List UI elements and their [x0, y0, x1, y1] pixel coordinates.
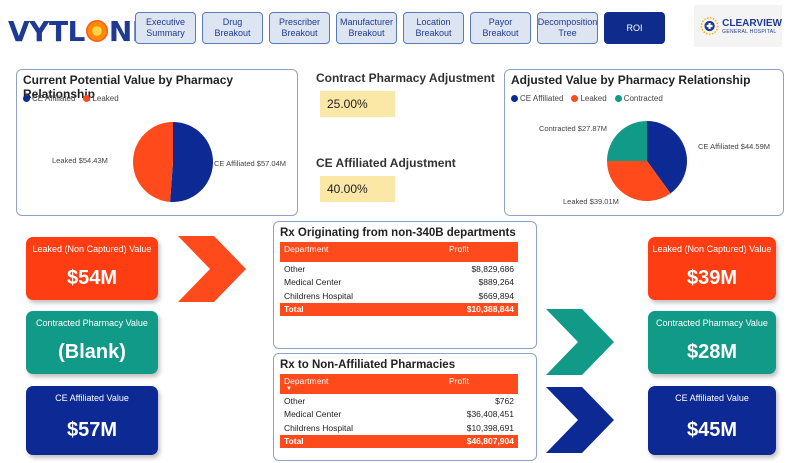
- header-profit[interactable]: Profit: [449, 244, 469, 254]
- table-title: Rx to Non-Affiliated Pharmacies: [280, 359, 456, 371]
- kpi-value: $45M: [686, 419, 738, 441]
- nav-location-breakout[interactable]: Location Breakout: [403, 12, 464, 44]
- kpi-title: Leaked (Non Captured) Value: [652, 244, 772, 254]
- kpi-value: $54M: [66, 267, 118, 289]
- table-title: Rx Originating from non-340B departments: [280, 227, 516, 239]
- table-row[interactable]: Childrens Hospital $10,398,691: [284, 422, 514, 433]
- hospital-sub: GENERAL HOSPITAL: [722, 28, 777, 35]
- pie-slice-ce-affiliated[interactable]: [170, 122, 214, 202]
- kpi-value: $57M: [66, 419, 118, 441]
- table-row[interactable]: Other $762: [284, 395, 514, 406]
- non-340b-departments-panel: Rx Originating from non-340B departments…: [273, 221, 537, 349]
- table-row[interactable]: Medical Center $36,408,451: [284, 409, 514, 420]
- table-total-row: Total $10,388,844: [280, 302, 518, 316]
- legend-item-contracted[interactable]: Contracted: [614, 94, 663, 103]
- non-affiliated-table: Department Profit ▼ Other $762 Medical Ce…: [280, 374, 518, 448]
- vytlone-logo: VYTL NE: [8, 14, 151, 48]
- adjusted-value-panel: Adjusted Value by Pharmacy Relationship …: [504, 69, 784, 216]
- adjusted-value-legend: CE Affiliated Leaked Contracted: [511, 94, 663, 103]
- teal-chevron-icon: [546, 309, 614, 375]
- right-affiliated-card[interactable]: CE Affiliated Value $45M: [648, 386, 776, 455]
- left-affiliated-card[interactable]: CE Affiliated Value $57M: [26, 386, 158, 455]
- nav-manufacturer-breakout[interactable]: Manufacturer Breakout: [336, 12, 397, 44]
- kpi-value: $28M: [686, 341, 738, 363]
- pie-slice-contracted[interactable]: [607, 121, 647, 162]
- left-contracted-card[interactable]: Contracted Pharmacy Value (Blank): [26, 311, 158, 374]
- contract-adjustment-value[interactable]: 25.00%: [320, 91, 395, 117]
- current-value-pie[interactable]: [17, 70, 299, 217]
- table-total-row: Total $46,807,904: [280, 434, 518, 448]
- ce-adjustment-label: CE Affiliated Adjustment: [316, 156, 456, 170]
- hospital-name: CLEARVIEW: [722, 17, 782, 29]
- kpi-title: Contracted Pharmacy Value: [656, 318, 768, 328]
- right-leaked-card[interactable]: Leaked (Non Captured) Value $39M: [648, 237, 776, 300]
- pie-label-leaked: Leaked $54.43M: [52, 156, 108, 165]
- kpi-title: Leaked (Non Captured) Value: [32, 244, 152, 254]
- legend-item-leaked[interactable]: Leaked: [83, 94, 119, 103]
- pie-slice-leaked[interactable]: [607, 161, 671, 202]
- header-department[interactable]: Department: [284, 376, 329, 386]
- table-header: Department Profit ▼: [280, 374, 518, 394]
- legend-item-ce-affiliated[interactable]: CE Affiliated: [23, 94, 75, 103]
- table-header: Department Profit: [280, 242, 518, 262]
- left-leaked-card[interactable]: Leaked (Non Captured) Value $54M: [26, 237, 158, 300]
- sort-desc-icon[interactable]: ▼: [286, 386, 292, 392]
- pie-slice-ce-affiliated[interactable]: [647, 121, 687, 194]
- current-value-panel: Current Potential Value by Pharmacy Rela…: [16, 69, 298, 216]
- ce-adjustment-value[interactable]: 40.00%: [320, 176, 395, 202]
- sun-icon: [85, 20, 108, 42]
- nav-prescriber-breakout[interactable]: Prescriber Breakout: [269, 12, 330, 44]
- adjusted-value-pie[interactable]: [505, 70, 785, 217]
- orange-chevron-icon: [178, 236, 246, 302]
- clearview-logo: CLEARVIEW GENERAL HOSPITAL: [694, 5, 782, 47]
- pie-slice-leaked[interactable]: [133, 122, 173, 202]
- pie-label-ce-affiliated: CE Affiliated $44.59M: [698, 142, 770, 151]
- kpi-value: $39M: [686, 267, 738, 289]
- blue-chevron-icon: [546, 387, 614, 453]
- hospital-cross-icon: [700, 17, 719, 35]
- kpi-title: Contracted Pharmacy Value: [36, 318, 148, 328]
- table-row[interactable]: Other $8,829,686: [284, 263, 514, 274]
- report-nav: Executive Summary Drug Breakout Prescrib…: [135, 12, 665, 44]
- kpi-title: CE Affiliated Value: [55, 393, 129, 403]
- header-department[interactable]: Department: [284, 244, 329, 254]
- kpi-value: (Blank): [58, 341, 126, 363]
- current-value-title: Current Potential Value by Pharmacy Rela…: [23, 73, 234, 101]
- nav-payor-breakout[interactable]: Payor Breakout: [470, 12, 531, 44]
- nav-executive-summary[interactable]: Executive Summary: [135, 12, 196, 44]
- contract-adjustment-label: Contract Pharmacy Adjustment: [316, 71, 495, 85]
- nav-roi[interactable]: ROI: [604, 12, 665, 44]
- non-340b-table: Department Profit Other $8,829,686 Medica…: [280, 242, 518, 316]
- adjusted-value-title: Adjusted Value by Pharmacy Relationship: [511, 73, 751, 87]
- table-row[interactable]: Childrens Hospital $669,894: [284, 290, 514, 301]
- pie-label-leaked: Leaked $39.01M: [563, 197, 619, 206]
- pie-label-ce-affiliated: CE Affiliated $57.04M: [214, 159, 286, 168]
- kpi-title: CE Affiliated Value: [675, 393, 749, 403]
- header-profit[interactable]: Profit: [449, 376, 469, 386]
- pie-label-contracted: Contracted $27.87M: [539, 124, 607, 133]
- logo-text-left: VYTL: [8, 14, 85, 48]
- right-contracted-card[interactable]: Contracted Pharmacy Value $28M: [648, 311, 776, 374]
- legend-item-leaked[interactable]: Leaked: [571, 94, 607, 103]
- legend-item-ce-affiliated[interactable]: CE Affiliated: [511, 94, 563, 103]
- non-affiliated-pharmacies-panel: Rx to Non-Affiliated Pharmacies Departme…: [273, 353, 537, 461]
- table-row[interactable]: Medical Center $889,264: [284, 277, 514, 288]
- nav-drug-breakout[interactable]: Drug Breakout: [202, 12, 263, 44]
- current-value-legend: CE Affiliated Leaked: [23, 94, 119, 103]
- nav-decomposition-tree[interactable]: Decomposition Tree: [537, 12, 598, 44]
